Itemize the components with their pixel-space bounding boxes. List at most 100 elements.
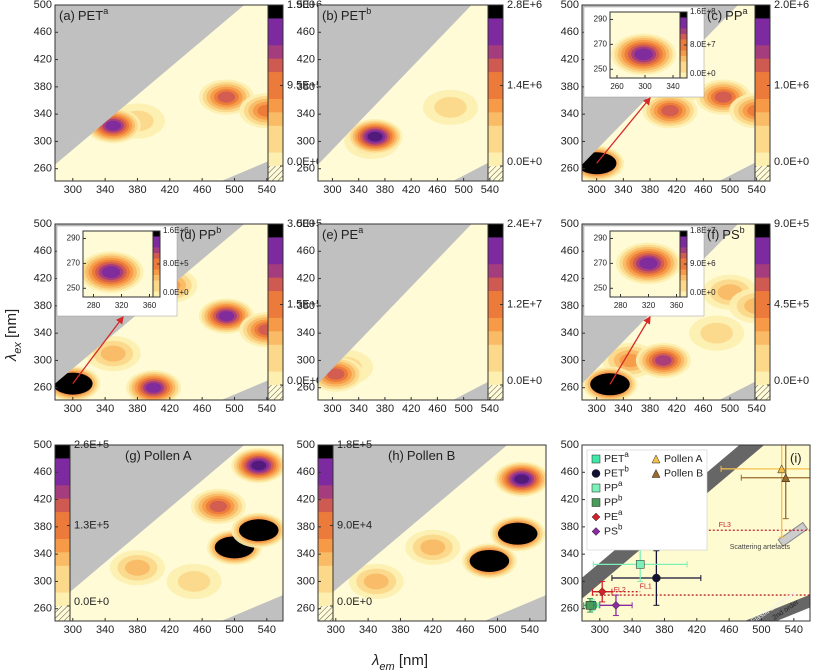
x-tick-label: 460 — [428, 184, 446, 196]
colorbar-segment — [755, 250, 770, 265]
colorbar-segment — [268, 291, 283, 305]
y-tick-label: 300 — [561, 135, 579, 147]
x-tick-label: 380 — [128, 403, 146, 415]
panel-name: PET — [341, 8, 366, 23]
y-tick-label: 460 — [34, 245, 52, 257]
panel-label: (d) — [180, 227, 196, 242]
colorbar-segment — [755, 304, 770, 319]
elastic-scatter-region — [318, 5, 472, 165]
contour-level — [100, 345, 126, 362]
x-tick-label: 300 — [323, 184, 341, 196]
colorbar-segment — [268, 317, 283, 332]
panel-title: (e) PEa — [322, 225, 363, 242]
x-tick-label: 340 — [96, 624, 114, 636]
colorbar-segment — [488, 18, 503, 33]
x-tick-label: 260 — [610, 82, 624, 91]
panel-label: (g) — [125, 448, 141, 463]
y-tick-label: 300 — [34, 575, 52, 587]
colorbar-segment — [755, 277, 770, 292]
x-tick-label: 460 — [193, 403, 211, 415]
colorbar-segment — [680, 61, 687, 68]
colorbar-segment — [680, 72, 687, 79]
colorbar-underflow — [268, 166, 283, 181]
colorbar-segment — [488, 98, 503, 113]
colorbar-segment — [318, 512, 333, 526]
y-tick-label: 290 — [594, 15, 608, 24]
y-tick-label: 260 — [297, 163, 315, 175]
panel-title: (f) PSb — [707, 225, 745, 242]
colorbar-segment — [318, 498, 333, 513]
colorbar-segment — [680, 67, 687, 73]
x-tick-label: 320 — [115, 301, 129, 310]
colorbar-underflow — [268, 385, 283, 400]
colorbar-segment — [153, 286, 160, 292]
colorbar-segment — [268, 277, 283, 292]
y-tick-label: 300 — [34, 135, 52, 147]
colorbar-segment — [268, 344, 283, 359]
legend-label: PETb — [604, 464, 629, 479]
contour-level — [714, 91, 733, 103]
second-order-region — [221, 595, 283, 621]
panel-label: (b) — [322, 8, 338, 23]
colorbar-segment — [488, 237, 503, 252]
colorbar-segment — [680, 242, 687, 248]
colorbar-segment — [755, 98, 770, 113]
y-tick-label: 380 — [561, 81, 579, 93]
colorbar-segment — [488, 224, 503, 238]
panel-sup: a — [103, 6, 108, 16]
plot-frame — [317, 4, 504, 182]
x-tick-label: 420 — [161, 624, 179, 636]
y-tick-label: 300 — [297, 575, 315, 587]
legend-name: PP — [604, 496, 618, 508]
contour-level — [367, 131, 383, 142]
y-tick-label: 500 — [34, 0, 52, 11]
contour-level — [434, 96, 467, 118]
point — [597, 587, 607, 597]
legend-label: PSb — [604, 522, 623, 537]
colorbar-tick-label: 1.0E+6 — [774, 79, 809, 91]
colorbar-underflow — [318, 606, 333, 621]
y-tick-label: 290 — [594, 234, 608, 243]
colorbar-segment — [268, 358, 283, 373]
colorbar-segment — [488, 85, 503, 100]
legend-sup: a — [618, 479, 623, 488]
legend-swatch — [591, 483, 601, 493]
y-tick-label: 260 — [561, 603, 579, 615]
contour-level — [619, 353, 641, 368]
y-tick-label: 420 — [297, 493, 315, 505]
contour-level — [125, 559, 150, 576]
x-tick-label: 380 — [376, 184, 394, 196]
colorbar-segment — [488, 304, 503, 319]
plot-area — [318, 224, 503, 400]
x-tick-label: 300 — [587, 184, 605, 196]
colorbar-segment — [488, 112, 503, 127]
colorbar-segment — [680, 12, 687, 18]
x-tick-label: 500 — [225, 184, 243, 196]
colorbar-segment — [680, 56, 687, 62]
colorbar-segment — [755, 18, 770, 33]
colorbar-segment — [755, 5, 770, 19]
colorbar-segment — [268, 224, 283, 238]
legend-swatch — [591, 512, 601, 522]
colorbar-segment — [755, 58, 770, 73]
colorbar-segment — [318, 471, 333, 486]
colorbar-segment — [488, 45, 503, 60]
y-tick-label: 340 — [34, 108, 52, 120]
colorbar-tick-label: 0.0E+0 — [287, 156, 322, 168]
fl-label: FL1 — [640, 584, 652, 591]
colorbar-segment — [318, 579, 333, 594]
y-tick-label: 420 — [297, 272, 315, 284]
colorbar-segment — [55, 565, 70, 580]
x-tick-label: 360 — [143, 301, 157, 310]
x-tick-label: 420 — [688, 624, 706, 636]
y-tick-label: 340 — [34, 327, 52, 339]
colorbar-segment — [153, 231, 160, 237]
colorbar-tick-label: 0.0E+0 — [507, 156, 542, 168]
colorbar-segment — [680, 286, 687, 292]
panel-title: (g) Pollen A — [125, 448, 192, 463]
y-axis-label: λex [nm] — [3, 309, 24, 362]
colorbar-tick-label: 2.0E+6 — [774, 0, 809, 11]
point — [635, 560, 645, 569]
colorbar-segment — [268, 264, 283, 279]
